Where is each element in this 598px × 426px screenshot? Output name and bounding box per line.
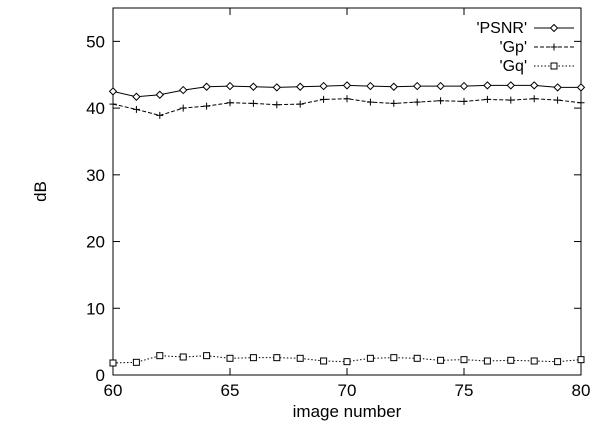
data-point	[109, 359, 117, 367]
data-point	[554, 358, 562, 366]
data-point	[249, 82, 258, 91]
data-point	[179, 353, 187, 361]
data-point	[366, 81, 375, 91]
data-point	[202, 82, 211, 91]
data-point	[412, 81, 422, 91]
legend-label: 'PSNR'	[476, 20, 527, 37]
data-point	[295, 82, 305, 91]
data-point	[296, 354, 304, 362]
x-tick-label: 70	[338, 381, 357, 400]
data-point	[554, 96, 562, 104]
data-point	[343, 358, 351, 366]
data-point	[155, 90, 165, 99]
legend-label: 'Gq'	[500, 58, 527, 75]
data-point	[249, 354, 257, 362]
data-point	[132, 92, 141, 101]
data-point	[413, 354, 421, 362]
y-tick-label: 30	[86, 166, 105, 185]
legend-marker	[550, 43, 558, 51]
data-point	[320, 95, 328, 103]
data-point	[530, 357, 538, 365]
data-point	[342, 81, 352, 90]
data-point	[296, 100, 304, 108]
y-tick-label: 20	[86, 233, 105, 252]
series-2	[109, 352, 585, 367]
data-point	[507, 356, 515, 364]
data-point	[389, 82, 399, 91]
data-point	[530, 95, 538, 103]
data-point	[366, 354, 374, 362]
data-point	[437, 356, 445, 364]
data-point	[553, 83, 562, 92]
x-tick-label: 65	[221, 381, 240, 400]
data-point	[529, 81, 539, 90]
data-point	[437, 97, 445, 105]
data-point	[577, 356, 585, 364]
data-point	[507, 96, 515, 104]
data-point	[273, 354, 281, 362]
data-point	[577, 99, 585, 107]
data-point	[413, 98, 421, 106]
data-point	[273, 101, 281, 109]
data-point	[226, 354, 234, 362]
data-point	[109, 100, 117, 108]
data-point	[390, 99, 398, 107]
data-point	[390, 354, 398, 362]
legend: 'PSNR' 'Gp' 'Gq'	[476, 20, 574, 75]
data-point	[436, 81, 445, 91]
data-point	[179, 104, 187, 112]
data-point	[225, 81, 235, 91]
x-axis-title: image number	[293, 402, 402, 421]
data-point	[108, 87, 118, 96]
y-axis-title: dB	[31, 181, 50, 202]
data-point	[249, 99, 257, 107]
data-point	[203, 102, 211, 110]
x-tick-label: 60	[104, 381, 123, 400]
data-point	[226, 99, 234, 107]
data-point	[576, 83, 586, 92]
x-tick-label: 80	[572, 381, 591, 400]
data-point	[319, 81, 328, 91]
data-point	[460, 356, 468, 364]
data-point	[156, 111, 164, 119]
series-0	[108, 81, 586, 101]
y-tick-label: 40	[86, 99, 105, 118]
data-point	[343, 95, 351, 103]
data-point	[506, 81, 516, 90]
x-tick-label: 75	[455, 381, 474, 400]
data-point	[483, 95, 491, 103]
data-point	[156, 352, 164, 360]
y-tick-label: 50	[86, 32, 105, 51]
data-point	[178, 85, 188, 95]
y-tick-label: 0	[96, 366, 105, 385]
data-point	[203, 352, 211, 360]
data-point	[483, 81, 492, 90]
data-point	[460, 97, 468, 105]
legend-marker	[550, 62, 558, 70]
data-point	[132, 358, 140, 366]
legend-label: 'Gp'	[500, 39, 527, 56]
data-point	[459, 81, 469, 91]
data-point	[272, 83, 282, 92]
data-point	[483, 357, 491, 365]
series-1	[109, 95, 585, 119]
series-layer	[108, 81, 586, 367]
axis-ticks: 0 10 20 30 40 50 60 65 70 75 80	[86, 8, 590, 400]
legend-marker	[549, 23, 559, 33]
data-point	[320, 357, 328, 365]
y-tick-label: 10	[86, 299, 105, 318]
data-point	[132, 105, 140, 113]
data-point	[366, 98, 374, 106]
